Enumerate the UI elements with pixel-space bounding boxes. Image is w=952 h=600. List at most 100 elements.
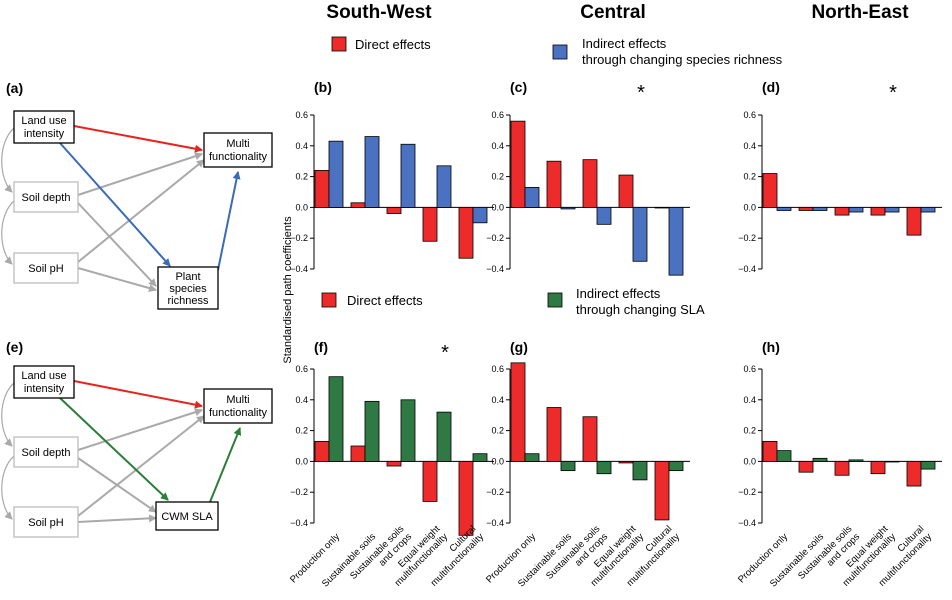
bar-h-direct-1: [762, 440, 778, 462]
y-tick-label-c: −0.4: [486, 264, 504, 274]
diagram-a-node-mediator: [157, 266, 219, 310]
bar-f-indirect-5: [472, 453, 488, 462]
bar-c-direct-3: [582, 159, 598, 208]
bar-g-indirect-1: [524, 453, 540, 462]
diagram-e-node-landuse-line2: intensity: [24, 383, 65, 395]
legend-top-indirect-label-line2: through changing species richness: [582, 52, 783, 67]
diagram-e-node-multi-line1: Multi: [226, 394, 249, 406]
region-title-north-east: North-East: [811, 2, 909, 23]
bar-b-indirect-1: [328, 140, 344, 208]
y-tick-label-f: 0.4: [295, 395, 308, 405]
y-tick-label-h: 0.4: [743, 395, 756, 405]
diagram-e-node-multi: [203, 388, 273, 424]
bar-d-indirect-3: [848, 206, 864, 213]
y-tick-label-c: 0.6: [491, 110, 504, 120]
diagram-e-arrow-mediator-multi: [209, 427, 242, 503]
y-tick-label-b: 0.4: [295, 141, 308, 151]
diagram-a-node-mediator-line2: species: [169, 283, 207, 295]
diagram-e-node-soildepth-text: Soil depth: [22, 447, 71, 459]
panel-label-d: (d): [762, 79, 780, 95]
diagram-a-label: (a): [6, 80, 23, 96]
panel-label-b: (b): [314, 79, 332, 95]
diagram-e-node-soilph: [13, 506, 79, 538]
significance-star-f: *: [441, 342, 449, 364]
diagram-a-arrow-landuse-mediator: [59, 142, 171, 267]
y-tick-label-g: −0.2: [486, 487, 504, 497]
diagram-e-node-mediator: [155, 501, 219, 531]
bar-f-direct-5: [458, 460, 474, 536]
bar-b-direct-3: [386, 206, 402, 214]
y-tick-label-h: −0.2: [738, 487, 756, 497]
diagram-e-arrow-soilph-mediator: [77, 514, 157, 523]
y-axis-label: Standardised path coefficients: [282, 216, 294, 364]
diagram-a-node-landuse: [13, 110, 75, 144]
legend-bottom-indirect-label-line1: Indirect effects: [576, 286, 661, 301]
bar-f-direct-3: [386, 460, 402, 467]
legend-bottom-direct-swatch: [321, 292, 337, 308]
bar-f-direct-4: [422, 460, 438, 502]
bar-f-direct-1: [314, 440, 330, 462]
panel-c: (c) * −0.4 −0.2 0.0 0.2 0.4 0.6: [486, 79, 690, 276]
y-tick-label-b: −0.2: [290, 233, 308, 243]
bar-c-direct-4: [618, 174, 634, 208]
y-tick-label-g: 0.6: [491, 364, 504, 374]
y-tick-label-g: −0.4: [486, 518, 504, 528]
bar-f-direct-2: [350, 445, 366, 462]
bar-h-indirect-2: [812, 457, 828, 462]
bar-b-direct-4: [422, 206, 438, 242]
diagram-e-arrow-landuse-multi: [73, 380, 203, 409]
diagram-e-arrow-soilph-multi: [77, 415, 205, 517]
bar-c-indirect-4: [632, 206, 648, 262]
bar-b-direct-5: [458, 206, 474, 259]
y-tick-label-f: 0.6: [295, 364, 308, 374]
bar-g-indirect-3: [596, 460, 612, 475]
bar-b-indirect-5: [472, 206, 488, 224]
bar-h-indirect-3: [848, 459, 864, 462]
panel-label-f: (f): [314, 339, 328, 355]
bar-b-direct-2: [350, 202, 366, 208]
diagram-e-node-soildepth: [13, 436, 79, 468]
y-tick-label-d: 0.2: [743, 172, 756, 182]
bar-h-direct-2: [798, 460, 814, 473]
legend-top-direct-label: Direct effects: [355, 37, 431, 52]
diagram-a-node-multi-line2: functionality: [209, 151, 268, 163]
legend-bottom-direct-label: Direct effects: [347, 293, 423, 308]
diagram-e-node-soilph-text: Soil pH: [28, 517, 64, 529]
diagram-a-covariance-landuse-soildepth: [1, 127, 15, 193]
diagram-a-arrow-soildepth-mediator: [77, 202, 157, 287]
bar-c-direct-5: [654, 206, 670, 209]
diagram-e-arrow-landuse-mediator: [59, 397, 169, 501]
bar-charts: (b) −0.4 −0.2 0.0 0.2 0.4 0.6 (c) * −0.4 −0.2 0.0 0.…: [288, 79, 942, 590]
diagram-a-node-soilph-text: Soil pH: [28, 263, 64, 275]
legend-bottom-indirect-label-line2: through changing SLA: [576, 302, 705, 317]
significance-star-d: *: [889, 82, 897, 104]
bar-g-direct-2: [546, 407, 562, 462]
diagram-e-node-landuse-line1: Land use: [21, 370, 66, 382]
path-diagram-a: (a) Land use intensity Soil depth Soil p…: [1, 80, 273, 310]
y-tick-label-c: −0.2: [486, 233, 504, 243]
diagram-a-node-mediator-line1: Plant: [175, 271, 200, 283]
bar-c-direct-2: [546, 160, 562, 208]
bar-h-direct-4: [870, 460, 886, 475]
y-tick-label-f: 0.0: [295, 456, 308, 466]
y-tick-label-g: 0.4: [491, 395, 504, 405]
region-title-central: Central: [580, 2, 645, 23]
diagram-a-covariance-soildepth-soilph: [1, 200, 15, 265]
diagram-e-label: (e): [6, 339, 23, 355]
y-tick-label-f: −0.4: [290, 518, 308, 528]
y-tick-label-b: 0.0: [295, 202, 308, 212]
diagram-a-node-mediator-line3: richness: [168, 295, 209, 307]
diagram-a-arrow-soilph-multi: [77, 159, 205, 263]
bar-d-direct-3: [834, 206, 850, 216]
panel-label-c: (c): [510, 79, 527, 95]
panel-d: (d) * −0.4 −0.2 0.0 0.2 0.4 0.6: [738, 79, 942, 274]
bar-h-indirect-5: [920, 460, 936, 470]
bar-g-direct-3: [582, 416, 598, 462]
y-tick-label-f: 0.2: [295, 426, 308, 436]
y-tick-label-c: 0.2: [491, 172, 504, 182]
bar-h-indirect-1: [776, 450, 792, 462]
